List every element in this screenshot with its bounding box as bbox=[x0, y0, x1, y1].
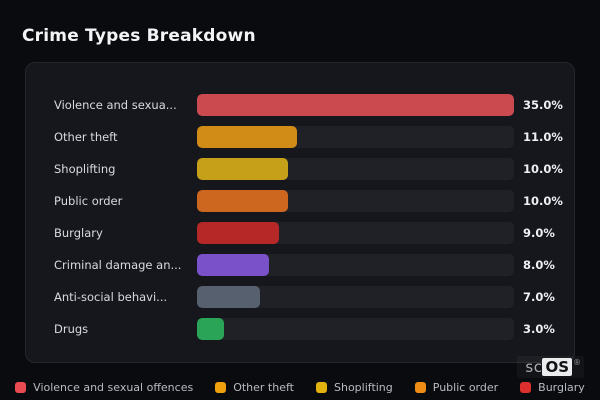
chart-row: Shoplifting 10.0% bbox=[26, 153, 574, 185]
legend-item[interactable]: Other theft bbox=[215, 381, 294, 394]
bar[interactable] bbox=[197, 286, 261, 308]
legend-item[interactable]: Public order bbox=[414, 381, 499, 394]
value-label: 8.0% bbox=[523, 258, 555, 272]
value-label: 9.0% bbox=[523, 226, 555, 240]
chart-row: Anti-social behavi... 7.0% bbox=[26, 281, 574, 313]
category-label: Drugs bbox=[54, 322, 89, 336]
legend-label: Burglary bbox=[538, 381, 585, 394]
bar[interactable] bbox=[197, 254, 270, 276]
watermark-box: OS bbox=[542, 358, 572, 376]
bar-track bbox=[197, 126, 514, 148]
legend-swatch-icon bbox=[414, 382, 426, 393]
value-label: 3.0% bbox=[523, 322, 555, 336]
bar-track bbox=[197, 158, 514, 180]
bar[interactable] bbox=[197, 94, 514, 116]
chart-row: Criminal damage an... 8.0% bbox=[26, 249, 574, 281]
legend-swatch-icon bbox=[520, 382, 532, 393]
bar[interactable] bbox=[197, 222, 279, 244]
legend-label: Other theft bbox=[233, 381, 294, 394]
value-label: 35.0% bbox=[523, 98, 563, 112]
bar-track bbox=[197, 286, 514, 308]
watermark-logo: sc OS ® bbox=[517, 356, 584, 378]
bar-track bbox=[197, 318, 514, 340]
category-label: Burglary bbox=[54, 226, 103, 240]
legend-item[interactable]: Violence and sexual offences bbox=[15, 381, 193, 394]
legend-label: Shoplifting bbox=[333, 381, 393, 394]
chart-row: Drugs 3.0% bbox=[26, 313, 574, 345]
bar[interactable] bbox=[197, 158, 288, 180]
legend-label: Public order bbox=[432, 381, 499, 394]
chart-panel: Violence and sexua... 35.0% Other theft 11.… bbox=[25, 62, 575, 363]
legend-swatch-icon bbox=[215, 382, 227, 393]
bar-rows: Violence and sexua... 35.0% Other theft 11.… bbox=[26, 89, 574, 345]
bar-track bbox=[197, 94, 514, 116]
legend-label: Violence and sexual offences bbox=[33, 381, 194, 394]
registered-mark-icon: ® bbox=[573, 358, 581, 367]
bar-track bbox=[197, 254, 514, 276]
category-label: Shoplifting bbox=[54, 162, 116, 176]
value-label: 10.0% bbox=[523, 162, 563, 176]
category-label: Violence and sexua... bbox=[54, 98, 177, 112]
category-label: Other theft bbox=[54, 130, 118, 144]
bar[interactable] bbox=[197, 190, 288, 212]
value-label: 7.0% bbox=[523, 290, 555, 304]
bar-track bbox=[197, 190, 514, 212]
category-label: Anti-social behavi... bbox=[54, 290, 168, 304]
bar-track bbox=[197, 222, 514, 244]
chart-row: Burglary 9.0% bbox=[26, 217, 574, 249]
category-label: Public order bbox=[54, 194, 123, 208]
chart-row: Public order 10.0% bbox=[26, 185, 574, 217]
bar[interactable] bbox=[197, 126, 297, 148]
bar[interactable] bbox=[197, 318, 225, 340]
value-label: 11.0% bbox=[523, 130, 563, 144]
chart-row: Violence and sexua... 35.0% bbox=[26, 89, 574, 121]
chart-legend: Violence and sexual offences Other theft S… bbox=[0, 381, 600, 394]
page-title: Crime Types Breakdown bbox=[22, 26, 256, 46]
chart-row: Other theft 11.0% bbox=[26, 121, 574, 153]
value-label: 10.0% bbox=[523, 194, 563, 208]
legend-item[interactable]: Shoplifting bbox=[315, 381, 393, 394]
category-label: Criminal damage an... bbox=[54, 258, 182, 272]
legend-swatch-icon bbox=[15, 382, 27, 393]
watermark-prefix: sc bbox=[525, 358, 543, 376]
legend-item[interactable]: Burglary bbox=[520, 381, 585, 394]
legend-swatch-icon bbox=[315, 382, 327, 393]
